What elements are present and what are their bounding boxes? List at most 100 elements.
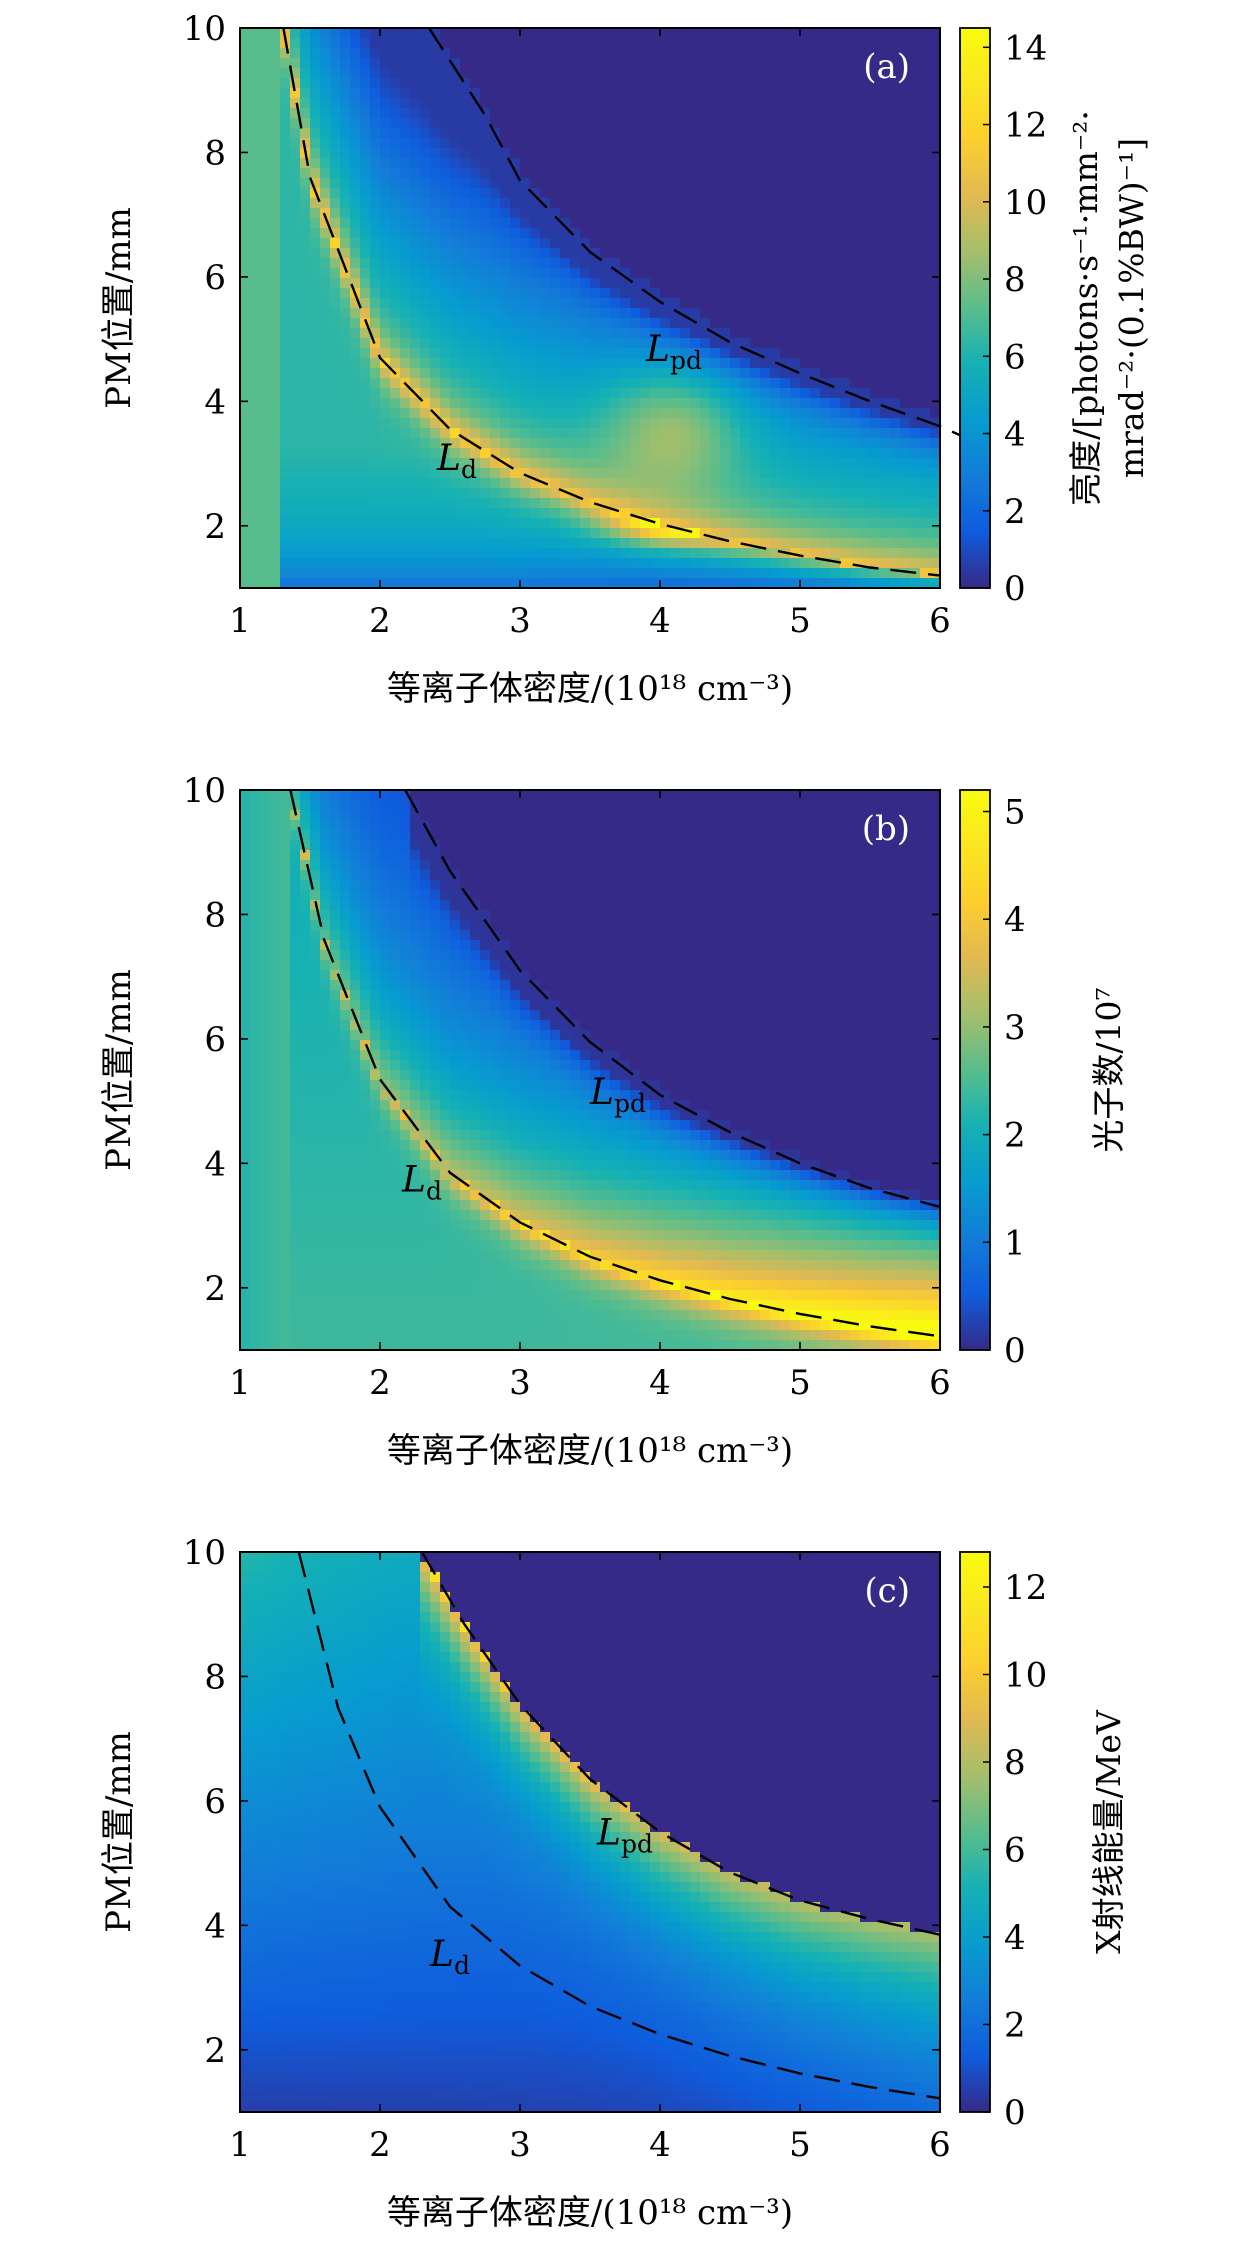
heatmap-cell <box>720 408 731 419</box>
heatmap-cell <box>580 518 591 529</box>
heatmap-cell <box>570 398 581 409</box>
heatmap-cell <box>430 68 441 79</box>
heatmap-cell <box>370 108 381 119</box>
heatmap-cell <box>410 1160 421 1171</box>
heatmap-cell <box>840 538 851 549</box>
heatmap-cell <box>390 1240 401 1251</box>
heatmap-cell <box>510 68 521 79</box>
heatmap-cell <box>710 108 721 119</box>
heatmap-cell <box>870 508 881 519</box>
heatmap-cell <box>380 538 391 549</box>
y-axis-title: PM位置/mm <box>99 207 139 409</box>
heatmap-cell <box>410 508 421 519</box>
heatmap-cell <box>850 398 861 409</box>
heatmap-cell <box>280 1190 291 1201</box>
heatmap-cell <box>640 258 651 269</box>
heatmap-cell <box>650 178 661 189</box>
heatmap-cell <box>240 198 251 209</box>
heatmap-cell <box>700 38 711 49</box>
heatmap-cell <box>830 578 841 588</box>
heatmap-cell <box>300 1090 311 1101</box>
heatmap-cell <box>460 308 471 319</box>
heatmap-cell <box>530 258 541 269</box>
heatmap-cell <box>590 388 601 399</box>
heatmap-cell <box>630 498 641 509</box>
heatmap-cell <box>780 128 791 139</box>
heatmap-cell <box>250 148 261 159</box>
heatmap-cell <box>380 488 391 499</box>
heatmap-cell <box>370 880 381 891</box>
heatmap-cell <box>650 468 661 479</box>
heatmap-cell <box>860 78 871 89</box>
heatmap-cell <box>410 378 421 389</box>
heatmap-cell <box>240 538 251 549</box>
heatmap-cell <box>270 1290 281 1301</box>
heatmap-cell <box>330 258 341 269</box>
heatmap-cell <box>810 438 821 449</box>
heatmap-cell <box>460 478 471 489</box>
heatmap-cell <box>910 158 921 169</box>
heatmap-cell <box>390 920 401 931</box>
heatmap-cell <box>770 468 781 479</box>
heatmap-cell <box>920 38 931 49</box>
heatmap-cell <box>320 930 331 941</box>
heatmap-cell <box>280 58 291 69</box>
heatmap-cell <box>880 138 891 149</box>
heatmap-cell <box>290 468 301 479</box>
heatmap-cell <box>710 288 721 299</box>
heatmap-cell <box>480 418 491 429</box>
heatmap-cell <box>260 288 271 299</box>
heatmap-cell <box>930 428 940 439</box>
heatmap-cell <box>900 228 911 239</box>
heatmap-cell <box>860 498 871 509</box>
heatmap-cell <box>610 178 621 189</box>
heatmap-cell <box>540 468 551 479</box>
heatmap-cell <box>380 498 391 509</box>
heatmap-cell <box>810 118 821 129</box>
heatmap-cell <box>430 478 441 489</box>
heatmap-cell <box>580 38 591 49</box>
heatmap-cell <box>250 1200 261 1211</box>
heatmap-cell <box>380 218 391 229</box>
heatmap-cell <box>320 568 331 579</box>
heatmap-cell <box>380 118 391 129</box>
heatmap-cell <box>870 408 881 419</box>
heatmap-cell <box>340 508 351 519</box>
heatmap-cell <box>640 348 651 359</box>
heatmap-cell <box>410 920 421 931</box>
heatmap-cell <box>290 1140 301 1151</box>
heatmap-cell <box>290 1250 301 1261</box>
heatmap-cell <box>330 48 341 59</box>
heatmap-cell <box>740 118 751 129</box>
heatmap-cell <box>350 138 361 149</box>
heatmap-cell <box>760 218 771 229</box>
heatmap-cell <box>360 1290 371 1301</box>
heatmap-cell <box>400 348 411 359</box>
heatmap-cell <box>850 258 861 269</box>
heatmap-cell <box>370 468 381 479</box>
heatmap-cell <box>350 980 361 991</box>
heatmap-cell <box>470 478 481 489</box>
heatmap-cell <box>270 820 281 831</box>
heatmap-cell <box>290 960 301 971</box>
heatmap-cell <box>840 488 851 499</box>
heatmap-cell <box>370 258 381 269</box>
heatmap-cell <box>580 538 591 549</box>
heatmap-cell <box>450 468 461 479</box>
heatmap-cell <box>360 930 371 941</box>
x-tick-label: 5 <box>789 601 811 641</box>
heatmap-cell <box>700 118 711 129</box>
heatmap-cell <box>700 268 711 279</box>
heatmap-cell <box>360 578 371 588</box>
heatmap-cell <box>470 158 481 169</box>
heatmap-cell <box>350 900 361 911</box>
heatmap-cell <box>640 198 651 209</box>
heatmap-cell <box>750 198 761 209</box>
heatmap-cell <box>300 78 311 89</box>
heatmap-cell <box>640 528 651 539</box>
heatmap-cell <box>770 318 781 329</box>
heatmap-cell <box>380 1040 391 1051</box>
heatmap-cell <box>360 508 371 519</box>
heatmap-cell <box>270 1110 281 1121</box>
heatmap-cell <box>390 1320 401 1331</box>
